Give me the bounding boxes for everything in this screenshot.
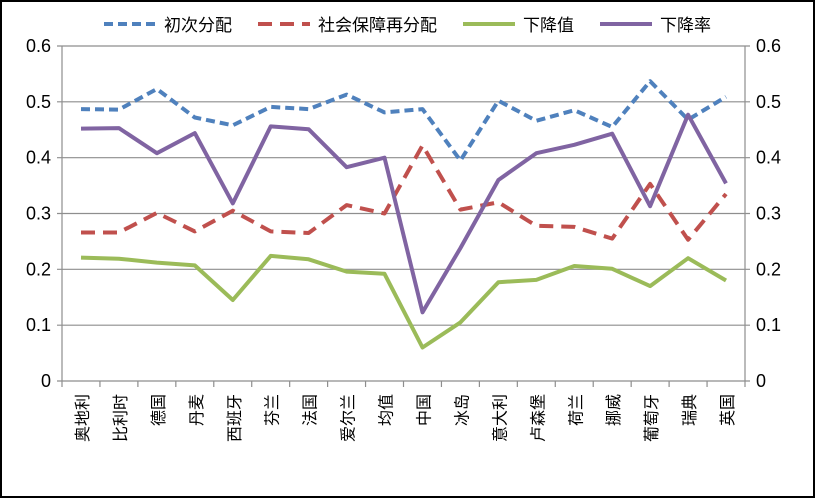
legend-label-decline-rate: 下降率: [660, 16, 711, 35]
legend-item-primary-distribution: 初次分配: [104, 11, 232, 36]
series-line-social-security-redistribution: [81, 143, 728, 242]
legend-line-sample-primary-distribution: [104, 21, 156, 26]
y-axis-label-right: 0.4: [756, 148, 781, 168]
legend-item-decline-value: 下降值: [463, 11, 574, 36]
x-axis-label: 卢森堡: [529, 394, 547, 442]
x-axis-label: 芬兰: [264, 394, 282, 426]
x-axis-label: 中国: [415, 394, 433, 426]
x-axis-label: 奥地利: [74, 394, 92, 442]
y-axis-label-left: 0.6: [26, 36, 51, 56]
legend-item-decline-rate: 下降率: [600, 11, 711, 36]
series-line-decline-value: [80, 253, 728, 350]
legend-item-social-security-redistribution: 社会保障再分配: [258, 11, 437, 36]
y-axis-label-left: 0.2: [26, 259, 51, 279]
y-axis-label-right: 0.5: [756, 92, 781, 112]
series-line-primary-distribution: [80, 79, 728, 163]
x-axis-label: 德国: [150, 394, 168, 426]
x-axis-label: 冰岛: [453, 394, 471, 426]
x-axis-label: 西班牙: [226, 394, 244, 442]
x-axis-label: 意大利: [490, 394, 509, 442]
legend-line-sample-decline-rate: [600, 21, 652, 26]
legend: 初次分配 社会保障再分配 下降值 下降率: [2, 11, 813, 36]
y-axis-label-right: 0.2: [756, 259, 781, 279]
series-line-decline-rate: [80, 112, 728, 315]
x-axis-label: 均值: [378, 394, 396, 426]
x-axis-label: 挪威: [605, 394, 623, 426]
y-axis-label-left: 0.4: [26, 148, 51, 168]
x-axis-label: 丹麦: [188, 394, 206, 426]
legend-label-primary-distribution: 初次分配: [164, 16, 232, 35]
y-axis-label-left: 0.1: [26, 315, 51, 335]
y-axis-label-left: 0.5: [26, 92, 51, 112]
x-axis-label: 爱尔兰: [340, 394, 358, 442]
y-axis-label-left: 0.3: [26, 204, 51, 224]
y-axis-label-right: 0.3: [756, 204, 781, 224]
x-axis-label: 瑞典: [681, 394, 699, 426]
x-axis-label: 葡萄牙: [643, 394, 661, 442]
legend-label-decline-value: 下降值: [523, 16, 574, 35]
legend-label-social-security-redistribution: 社会保障再分配: [318, 16, 437, 35]
legend-line-sample-social-security-redistribution: [258, 21, 310, 26]
y-axis-label-left: 0: [41, 371, 51, 391]
x-axis-label: 法国: [302, 394, 320, 426]
x-axis-label: 英国: [719, 394, 737, 426]
y-axis-label-right: 0: [756, 371, 766, 391]
legend-line-sample-decline-value: [463, 21, 515, 26]
x-axis-label: 荷兰: [567, 394, 585, 426]
y-axis-label-right: 0.1: [756, 315, 781, 335]
x-axis-label: 比利时: [112, 394, 130, 442]
y-axis-label-right: 0.6: [756, 36, 781, 56]
